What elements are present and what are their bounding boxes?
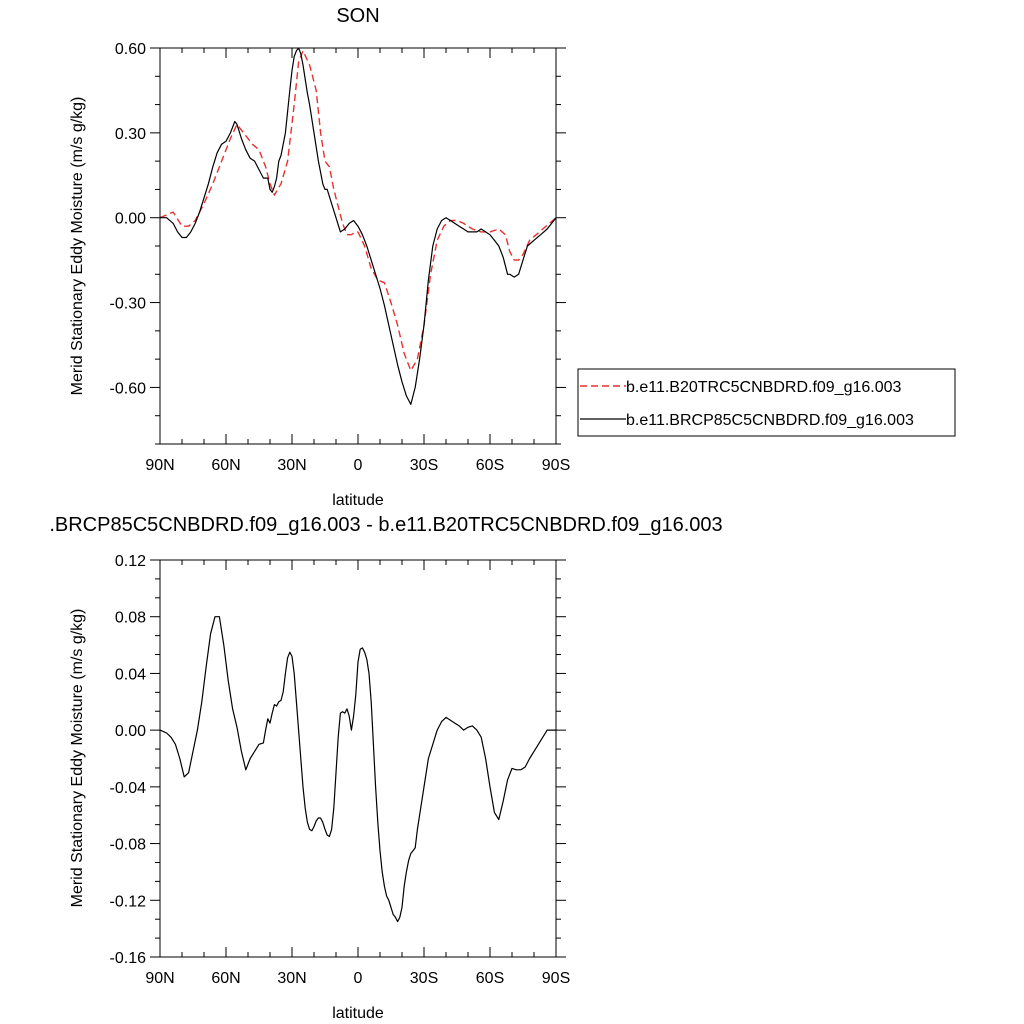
x-tick-label: 90S xyxy=(542,457,570,474)
x-tick-label: 0 xyxy=(354,457,363,474)
y-tick-label: -0.60 xyxy=(110,380,147,397)
axes: 90N 60N 30N 0 30S 60S 90S 0.12 0.08 0.04 0.00 -0.04… xyxy=(110,553,571,987)
x-tick-label: 30S xyxy=(410,970,438,987)
chart-title-diff: .BRCP85C5CNBDRD.f09_g16.003 - b.e11.B20T… xyxy=(49,514,722,536)
legend-label-brcp85: b.e11.BRCP85C5CNBDRD.f09_g16.003 xyxy=(626,412,914,429)
x-tick-label: 0 xyxy=(354,970,363,987)
series-group xyxy=(159,47,557,405)
plot-frame xyxy=(159,559,557,958)
x-axis-label: latitude xyxy=(332,1005,384,1022)
y-tick-label: -0.08 xyxy=(110,837,147,854)
x-tick-label: 30N xyxy=(277,457,306,474)
x-tick-label: 60S xyxy=(476,457,504,474)
difference-line-chart: .BRCP85C5CNBDRD.f09_g16.003 - b.e11.B20T… xyxy=(49,514,722,1022)
y-tick-label: 0.00 xyxy=(115,723,146,740)
y-axis-label: Merid Stationary Eddy Moisture (m/s g/kg… xyxy=(69,609,86,908)
y-tick-label: 0.00 xyxy=(115,211,146,228)
legend-box xyxy=(577,368,956,437)
y-tick-label: 0.60 xyxy=(115,41,146,58)
y-tick-label: 0.12 xyxy=(115,553,146,570)
x-tick-label: 90N xyxy=(145,457,174,474)
y-tick-label: -0.30 xyxy=(110,296,147,313)
x-tick-label: 90S xyxy=(542,970,570,987)
y-tick-label: 0.30 xyxy=(115,126,146,143)
axes: 90N 60N 30N 0 30S 60S 90S 0.60 0.30 0.00 -0.30 -0.6… xyxy=(110,41,571,474)
x-axis-label: latitude xyxy=(332,492,384,509)
x-tick-label: 30S xyxy=(410,457,438,474)
y-tick-label: -0.12 xyxy=(110,893,147,910)
legend-label-b20trc: b.e11.B20TRC5CNBDRD.f09_g16.003 xyxy=(626,379,902,396)
y-tick-label: -0.16 xyxy=(110,950,147,967)
x-tick-label: 60N xyxy=(211,457,240,474)
series-line-1 xyxy=(160,47,557,405)
plot-frame xyxy=(159,47,557,445)
son-line-chart: SON 90N 60N 30N 0 30S 60S 90S 0.60 0.30 0.00 -0.30… xyxy=(69,5,956,509)
y-axis-label: Merid Stationary Eddy Moisture (m/s g/kg… xyxy=(69,97,86,396)
series-group xyxy=(159,616,556,923)
y-tick-label: 0.08 xyxy=(115,610,146,627)
series-line-0 xyxy=(159,616,556,923)
x-tick-label: 90N xyxy=(145,970,174,987)
chart-title: SON xyxy=(336,5,379,27)
x-tick-label: 60N xyxy=(211,970,240,987)
y-tick-label: 0.04 xyxy=(115,666,146,683)
legend: b.e11.B20TRC5CNBDRD.f09_g16.003 b.e11.BR… xyxy=(577,368,956,437)
y-tick-label: -0.04 xyxy=(110,780,147,797)
x-tick-label: 60S xyxy=(476,970,504,987)
series-line-0 xyxy=(159,50,557,372)
x-tick-label: 30N xyxy=(277,970,306,987)
